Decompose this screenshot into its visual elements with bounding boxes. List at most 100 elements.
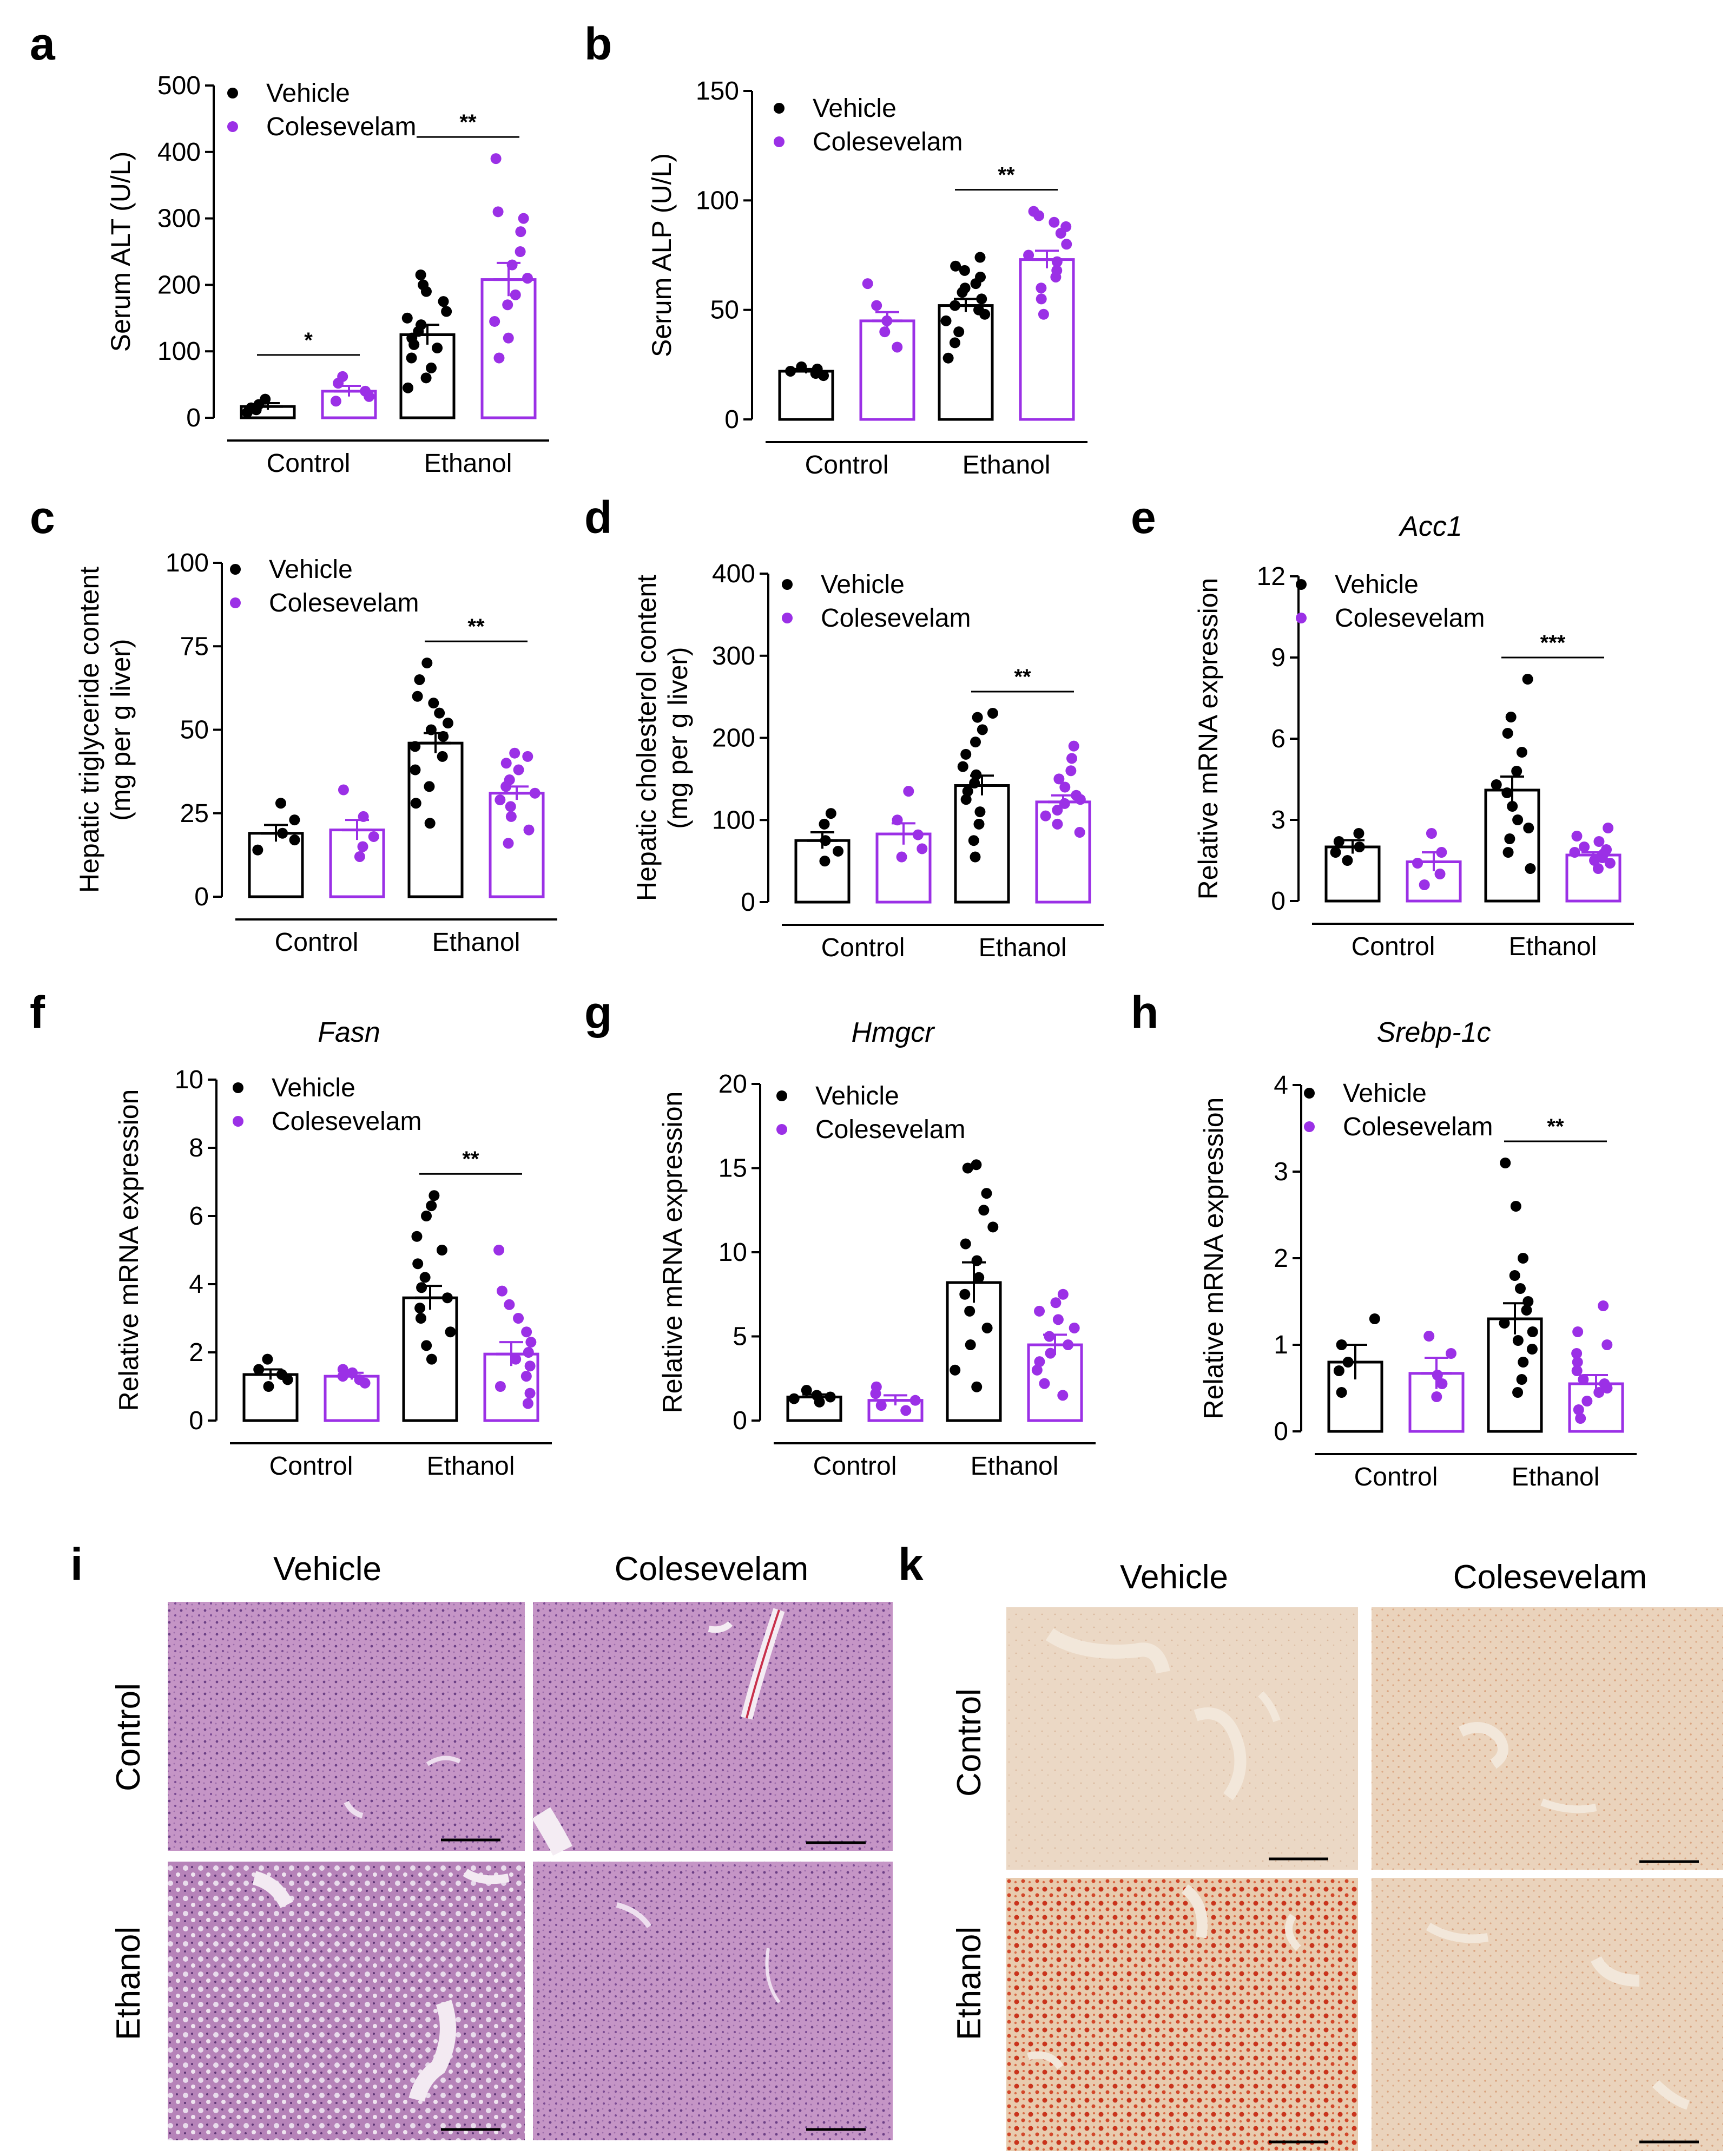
legend-marker-colesevelam (1296, 613, 1307, 623)
panel-letter-a: a (30, 18, 56, 69)
y-tick-label: 0 (1271, 887, 1286, 916)
data-point (1071, 790, 1082, 801)
legend-marker-vehicle (782, 579, 793, 590)
data-point (424, 781, 435, 792)
data-point (981, 1322, 993, 1333)
panel-letter-f: f (30, 987, 45, 1038)
y-tick-label: 4 (1274, 1071, 1288, 1100)
data-point (1514, 1283, 1526, 1294)
data-point (515, 226, 526, 238)
k-col-vehicle: Vehicle (1120, 1559, 1228, 1596)
data-point (973, 304, 984, 315)
chart-title: Srebp-1c (1377, 1017, 1491, 1048)
data-point (337, 371, 348, 382)
data-point (1068, 740, 1079, 752)
i-col-vehicle: Vehicle (273, 1550, 381, 1588)
data-point (493, 352, 505, 364)
data-point (1511, 766, 1522, 777)
data-point (973, 1272, 985, 1283)
significance-label: *** (1540, 631, 1566, 655)
y-axis-label: Relative mRNA expression (657, 1092, 688, 1414)
data-point (1057, 1390, 1069, 1401)
y-tick-label: 12 (1257, 562, 1286, 591)
data-point (950, 260, 961, 272)
data-point (411, 1231, 423, 1242)
y-axis-label: Hepatic triglyceride content(mg per g li… (74, 567, 136, 893)
chart-srebp1c: 0 1 2 3 4 Relative mRNA expression Srebp-1c Veh… (1198, 1017, 1637, 1491)
legend-marker-colesevelam (1304, 1121, 1315, 1132)
significance-label: ** (1547, 1115, 1564, 1139)
y-tick-label: 400 (712, 560, 755, 588)
data-point (1052, 805, 1063, 816)
significance-label: ** (462, 1147, 479, 1171)
panel-letter-g: g (584, 987, 612, 1038)
data-point (1579, 842, 1590, 852)
legend-marker-vehicle (227, 88, 238, 98)
legend-label-colesevelam: Colesevelam (1343, 1113, 1493, 1141)
data-point (1522, 1296, 1534, 1307)
data-point (504, 774, 515, 786)
data-point (976, 293, 987, 305)
group-label-ethanol: Ethanol (1509, 932, 1597, 961)
data-point (819, 818, 830, 830)
data-point (965, 1339, 976, 1351)
data-point (981, 1188, 992, 1199)
data-point (504, 1299, 515, 1310)
data-point (418, 279, 429, 291)
data-point (1500, 1158, 1511, 1168)
data-point (523, 1347, 534, 1358)
y-tick-label: 50 (710, 296, 739, 325)
significance-label: ** (459, 110, 477, 134)
y-axis-label-line: (mg per g liver) (663, 647, 693, 829)
y-tick-label: 10 (175, 1066, 203, 1094)
data-point (1039, 1378, 1050, 1389)
data-point (1521, 1305, 1532, 1316)
data-point (510, 289, 521, 300)
data-point (974, 806, 986, 818)
data-point (909, 1395, 921, 1406)
oil-control-vehicle-image (1006, 1607, 1358, 1870)
legend-marker-colesevelam (782, 613, 793, 623)
data-point (1601, 1339, 1613, 1350)
data-point (957, 761, 968, 772)
data-point (1419, 879, 1430, 890)
data-point (1353, 828, 1365, 839)
data-point (1518, 1357, 1529, 1368)
data-point (1572, 1357, 1583, 1368)
y-tick-label: 100 (712, 806, 755, 834)
data-point (1061, 239, 1072, 250)
data-point (1523, 823, 1534, 833)
data-point (442, 718, 453, 729)
data-point (1581, 1396, 1593, 1406)
data-point (1571, 1348, 1583, 1359)
data-point (492, 206, 504, 218)
significance-label: * (304, 328, 313, 352)
data-point (1023, 249, 1034, 261)
legend-marker-vehicle (776, 1090, 787, 1101)
data-point (1598, 1300, 1609, 1311)
data-point (903, 786, 914, 797)
y-tick-label: 15 (719, 1154, 747, 1183)
data-point (520, 1371, 532, 1382)
y-axis-label-line: Hepatic triglyceride content (74, 567, 104, 893)
panel-letter-b: b (584, 18, 612, 69)
data-point (1569, 847, 1580, 858)
legend-marker-vehicle (1296, 579, 1307, 590)
y-tick-label: 200 (712, 724, 755, 753)
y-axis-label: Relative mRNA expression (1193, 578, 1223, 900)
data-point (1436, 1378, 1448, 1389)
data-point (785, 365, 796, 377)
data-point (1575, 1413, 1586, 1424)
data-point (421, 1340, 432, 1351)
bar-ethanol-vehicle (946, 1281, 1002, 1422)
legend-marker-colesevelam (776, 1124, 787, 1135)
data-point (1057, 1289, 1069, 1300)
bar-control-vehicle (248, 832, 304, 898)
group-label-control: Control (1354, 1463, 1438, 1491)
data-point (1499, 1318, 1510, 1329)
data-point (360, 385, 371, 397)
data-point (1504, 833, 1515, 844)
y-tick-label: 100 (696, 186, 739, 215)
data-point (1036, 282, 1047, 294)
data-point (354, 851, 365, 862)
